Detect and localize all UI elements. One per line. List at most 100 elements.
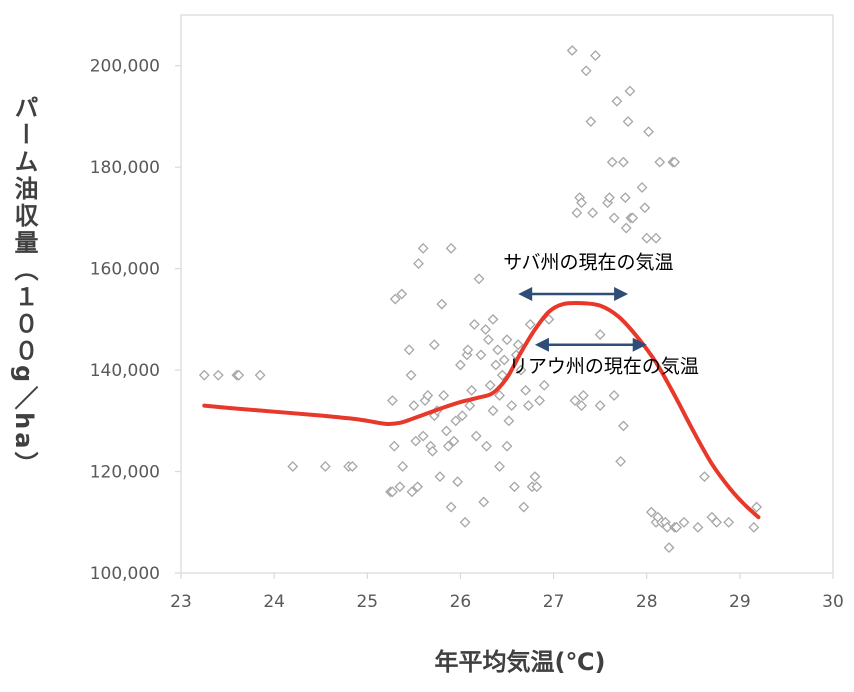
data-point: [490, 359, 502, 371]
data-point: [396, 288, 408, 300]
data-point: [650, 232, 662, 244]
x-tick-label: 24: [263, 592, 285, 612]
data-point: [751, 501, 763, 513]
y-tick-label: 120,000: [90, 463, 160, 483]
data-point: [594, 329, 606, 341]
data-point: [618, 420, 629, 432]
data-point: [518, 501, 530, 513]
data-point: [459, 516, 471, 528]
data-point: [627, 212, 639, 224]
data-point: [529, 471, 541, 483]
data-point: [413, 258, 424, 269]
data-point: [619, 192, 631, 204]
data-point: [387, 486, 398, 498]
data-point: [524, 319, 536, 330]
data-point: [480, 324, 491, 335]
data-point: [523, 400, 534, 412]
y-tick-label: 140,000: [90, 361, 160, 381]
data-point: [606, 156, 618, 168]
annotation-label: サバ州の現在の気温: [503, 252, 673, 274]
data-point: [484, 379, 496, 391]
data-point: [456, 410, 468, 422]
plot-frame: [180, 14, 834, 574]
data-point: [254, 369, 266, 381]
data-point: [711, 516, 722, 528]
data-point: [663, 542, 675, 554]
data-point: [442, 440, 454, 452]
y-tick-label: 160,000: [90, 260, 160, 280]
data-point: [473, 273, 485, 285]
data-point: [487, 313, 499, 325]
data-point: [624, 85, 636, 97]
data-point: [452, 476, 464, 488]
data-point: [608, 390, 620, 401]
y-tick-label: 100,000: [90, 564, 160, 584]
data-point: [576, 197, 587, 209]
data-point: [397, 461, 409, 472]
data-point: [455, 359, 466, 371]
y-tick-label: 200,000: [90, 57, 160, 77]
data-point: [611, 95, 623, 107]
data-point: [699, 471, 710, 483]
data-point: [576, 400, 587, 412]
data-point: [478, 496, 490, 508]
data-point: [450, 415, 462, 427]
x-tick-label: 28: [636, 592, 658, 612]
data-point: [464, 400, 476, 412]
data-point: [678, 516, 690, 528]
data-point: [509, 481, 520, 493]
data-point: [534, 395, 546, 406]
data-point: [661, 521, 673, 533]
data-point: [506, 400, 518, 412]
data-point: [594, 400, 606, 412]
data-point: [577, 390, 589, 401]
x-tick-label: 26: [450, 592, 472, 612]
data-point: [212, 369, 224, 381]
x-axis-title: 年平均気温(℃): [435, 648, 606, 676]
data-point: [441, 425, 452, 437]
data-point: [639, 202, 651, 214]
data-point: [604, 192, 615, 204]
data-point: [319, 461, 331, 472]
data-point: [615, 455, 627, 467]
data-point: [287, 461, 299, 472]
data-point: [389, 293, 401, 305]
data-point: [501, 334, 513, 346]
x-tick-label: 23: [170, 592, 192, 612]
data-point: [618, 156, 629, 168]
data-point: [394, 481, 406, 493]
data-point: [448, 435, 460, 447]
tick-labels: 23 24 25 26 27 28 29 30 100,000 120,000 140,000 160…: [90, 57, 844, 612]
data-point: [466, 384, 478, 396]
data-point: [445, 242, 457, 254]
data-point: [436, 298, 448, 310]
data-point: [428, 339, 440, 351]
data-point: [531, 481, 543, 493]
data-point: [434, 471, 446, 483]
scatter-points: [198, 45, 763, 554]
data-point: [408, 400, 420, 412]
data-point: [494, 390, 505, 401]
data-point: [462, 344, 474, 356]
x-tick-label: 25: [356, 592, 378, 612]
data-point: [622, 116, 634, 127]
data-point: [470, 430, 482, 442]
trend-line: [202, 300, 761, 520]
data-point: [566, 45, 578, 56]
data-point: [198, 369, 210, 381]
data-point: [498, 354, 510, 366]
data-point: [590, 50, 601, 62]
data-point: [643, 126, 654, 138]
arrow-head-left: [534, 337, 549, 352]
data-point: [346, 461, 358, 472]
y-tick-label: 180,000: [90, 158, 160, 178]
data-point: [520, 384, 532, 396]
data-point: [654, 156, 666, 168]
data-point: [492, 344, 504, 356]
y-axis-title: パーム油収量（１００g／ha）: [10, 95, 38, 479]
data-point: [692, 521, 704, 533]
annotation-label: リアウ州の現在の気温: [509, 356, 699, 378]
data-point: [417, 430, 429, 442]
data-point: [438, 390, 450, 401]
